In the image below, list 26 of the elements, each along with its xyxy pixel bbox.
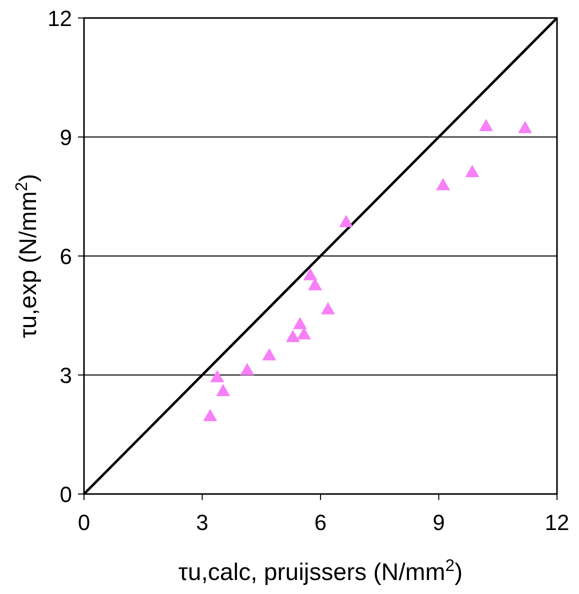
x-tick-label: 6	[314, 510, 327, 535]
x-tick-label: 9	[432, 510, 445, 535]
x-axis-title: τu,calc, pruijssers (N/mm$^{2}$)	[178, 556, 463, 586]
point	[465, 164, 480, 178]
point	[479, 118, 494, 132]
y-tick-label: 3	[60, 363, 72, 388]
point	[303, 268, 318, 280]
point	[518, 120, 532, 134]
point	[339, 214, 354, 228]
point	[436, 178, 450, 190]
y-tick-label: 0	[60, 482, 72, 507]
x-tick-label: 0	[78, 510, 90, 535]
point	[203, 408, 218, 422]
point	[216, 384, 230, 396]
point	[210, 370, 224, 382]
x-tick-label: 12	[544, 510, 570, 535]
x-tick-label: 3	[196, 510, 208, 535]
point	[320, 302, 335, 314]
point	[286, 330, 300, 342]
y-tick-label: 6	[60, 244, 72, 269]
point	[296, 327, 311, 340]
point	[293, 316, 308, 330]
point	[262, 348, 276, 360]
y-tick-label: 12	[48, 6, 72, 31]
y-tick-label: 9	[60, 125, 72, 150]
point	[240, 362, 254, 376]
